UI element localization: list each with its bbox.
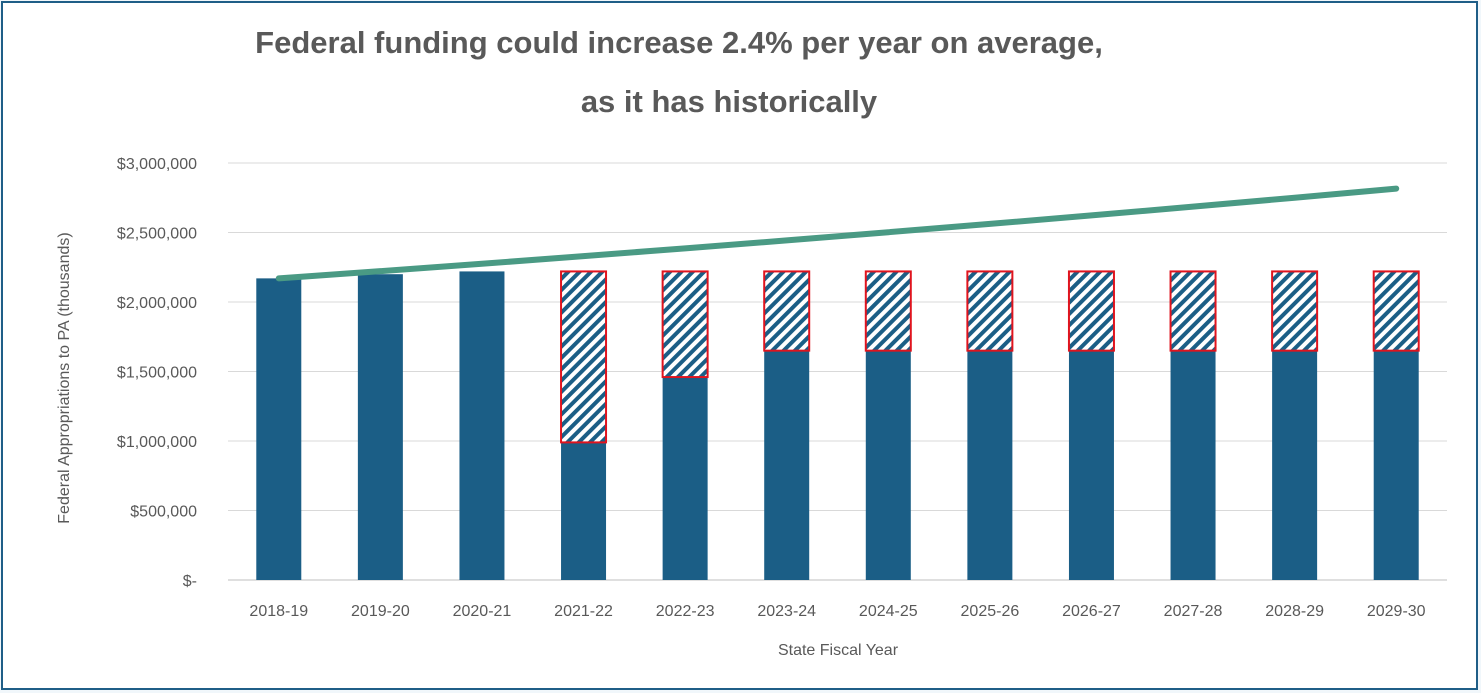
y-tick-label: $2,500,000 (117, 226, 197, 243)
bar (764, 350, 810, 580)
x-tick-label: 2023-24 (757, 603, 816, 620)
y-tick-labels: $- $500,000 $1,000,000 $1,500,000 $2,000,000… (117, 156, 197, 590)
y-tick-label: $- (183, 573, 197, 590)
trend-line-layer (275, 185, 1400, 282)
bar (1272, 350, 1318, 580)
chart-title-line-1: Federal funding could increase 2.4% per … (255, 25, 1103, 60)
bar (1068, 350, 1114, 580)
x-tick-label: 2020-21 (453, 603, 512, 620)
bar-hatched (763, 270, 811, 352)
x-tick-label: 2022-23 (656, 603, 715, 620)
bar-hatched (1372, 270, 1420, 352)
bar (865, 350, 911, 580)
y-tick-label: $500,000 (130, 504, 197, 521)
bar (561, 442, 607, 580)
y-tick-label: $1,500,000 (117, 365, 197, 382)
x-tick-labels: 2018-19 2019-20 2020-21 2021-22 2022-23 2023-… (249, 603, 1425, 620)
x-tick-label: 2028-29 (1265, 603, 1324, 620)
bar-hatched (1271, 270, 1319, 352)
x-tick-label: 2026-27 (1062, 603, 1121, 620)
y-tick-label: $3,000,000 (117, 156, 197, 173)
x-tick-label: 2027-28 (1164, 603, 1223, 620)
x-tick-label: 2024-25 (859, 603, 918, 620)
y-axis-title: Federal Appropriations to PA (thousands) (56, 232, 73, 523)
x-tick-label: 2025-26 (961, 603, 1020, 620)
x-axis-title: State Fiscal Year (778, 642, 899, 659)
bar-hatched (966, 270, 1014, 352)
grid-lines (228, 162, 1447, 581)
bar (1170, 350, 1216, 580)
x-tick-label: 2018-19 (249, 603, 308, 620)
y-tick-label: $1,000,000 (117, 434, 197, 451)
bar-hatched (1169, 270, 1217, 352)
y-tick-label: $2,000,000 (117, 295, 197, 312)
x-tick-label: 2029-30 (1367, 603, 1426, 620)
bar-hatched (1067, 270, 1115, 352)
bar (459, 271, 505, 580)
bar (1373, 350, 1419, 580)
bar-hatched (864, 270, 912, 352)
bar (256, 278, 302, 580)
bars (256, 270, 1420, 580)
bar (967, 350, 1013, 580)
trend-line (275, 185, 1400, 282)
x-tick-label: 2019-20 (351, 603, 410, 620)
bar-hatched (661, 270, 709, 379)
chart-title-line-2: as it has historically (581, 84, 878, 119)
bar (662, 377, 708, 580)
bar-hatched (560, 270, 608, 444)
bar (357, 274, 403, 580)
x-tick-label: 2021-22 (554, 603, 613, 620)
